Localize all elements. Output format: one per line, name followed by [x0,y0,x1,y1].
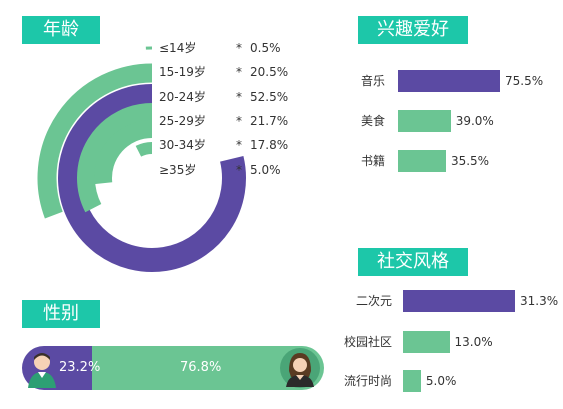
age-separator: * [236,41,242,55]
age-category-label: 15-19岁 [159,65,206,79]
bar [398,110,451,132]
gender-female-value: 76.8% [180,360,222,375]
age-value-label: 17.8% [250,138,289,152]
bar [398,150,446,172]
gender-male-value: 23.2% [59,360,101,375]
bar-category-label: 二次元 [355,294,392,308]
age-arc [94,120,153,185]
bar-category-label: 校园社区 [343,335,392,349]
bar-value-label: 75.5% [505,74,544,88]
bar-value-label: 13.0% [454,335,493,349]
age-value-label: 52.5% [250,90,289,104]
age-separator: * [236,114,242,128]
age-arc [77,103,153,213]
bar [398,70,500,92]
age-value-label: 21.7% [250,114,289,128]
female-avatar-icon [280,348,320,388]
age-separator: * [236,90,242,104]
age-category-label: ≤14岁 [159,41,197,55]
age-category-label: ≥35岁 [159,163,197,177]
bar [403,370,421,392]
bar [403,331,450,353]
bar-value-label: 35.5% [450,154,490,168]
bar [403,290,515,312]
social-title: 社交风格 [358,248,468,276]
age-separator: * [236,138,242,152]
gender-title: 性别 [22,300,100,328]
age-value-label: 20.5% [250,65,289,79]
bar-category-label: 书籍 [360,154,385,168]
age-separator: * [236,65,242,79]
age-category-label: 30-34岁 [159,138,206,152]
age-arc [58,84,246,272]
age-arc [37,63,153,219]
male-avatar-icon [28,353,56,388]
age-title: 年龄 [22,16,100,44]
interests-title: 兴趣爱好 [358,16,468,44]
age-category-label: 20-24岁 [159,90,206,104]
age-separator: * [236,163,242,177]
age-value-label: 0.5% [250,41,281,55]
age-value-label: 5.0% [250,163,281,177]
bar-value-label: 31.3% [520,294,559,308]
bar-category-label: 流行时尚 [343,374,392,388]
age-arc [135,142,153,157]
bar-category-label: 美食 [360,114,385,128]
bar-value-label: 39.0% [455,114,494,128]
age-category-label: 25-29岁 [159,114,206,128]
bar-value-label: 5.0% [425,374,457,388]
bar-category-label: 音乐 [360,74,385,88]
